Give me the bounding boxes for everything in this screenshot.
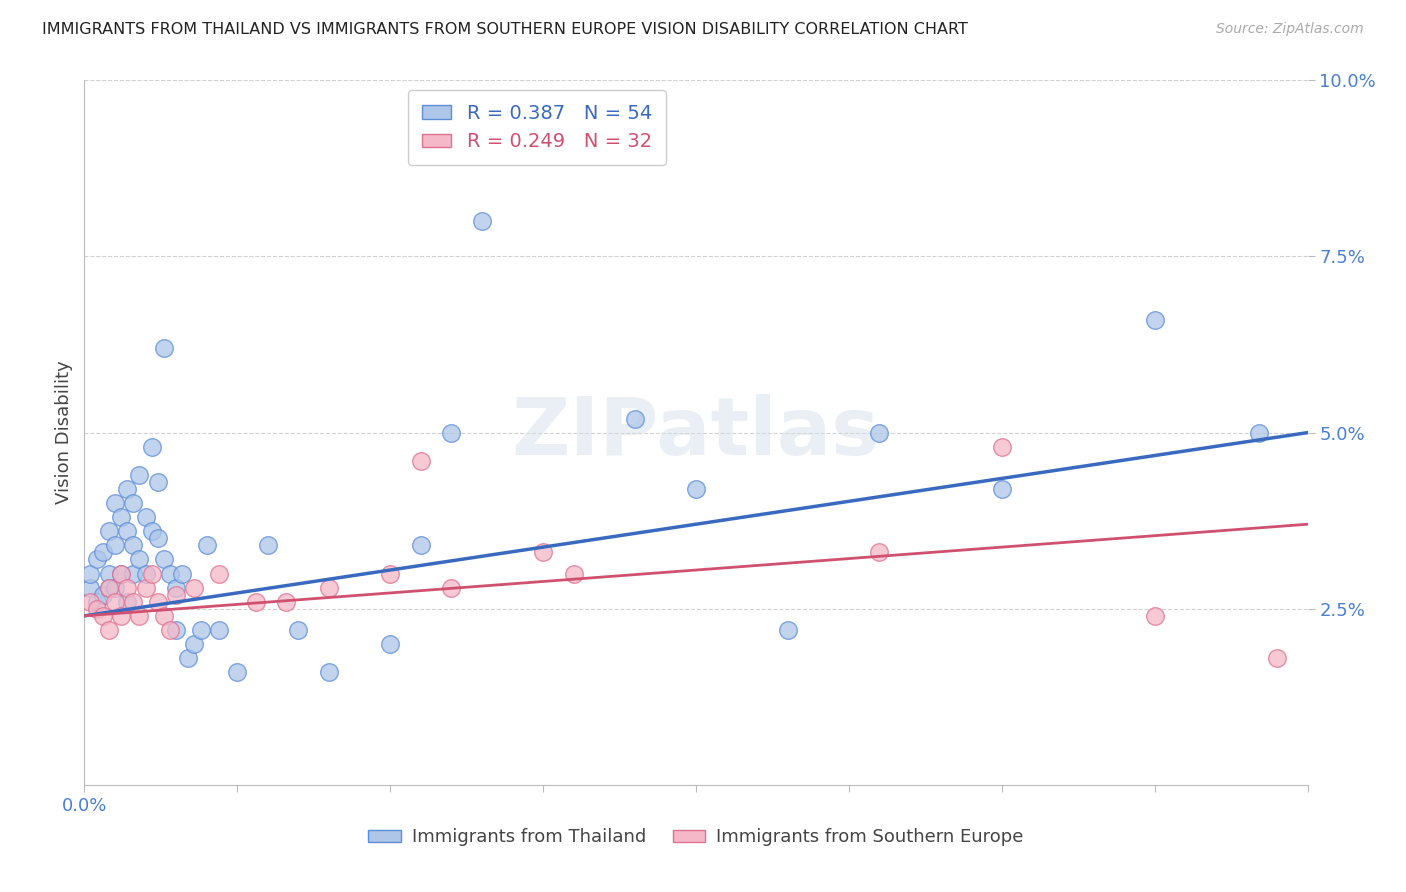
Point xyxy=(86,552,108,566)
Point xyxy=(165,623,187,637)
Text: Source: ZipAtlas.com: Source: ZipAtlas.com xyxy=(1216,22,1364,37)
Point xyxy=(1247,425,1270,440)
Point xyxy=(79,595,101,609)
Point xyxy=(110,566,132,581)
Point xyxy=(115,524,138,539)
Point xyxy=(122,538,145,552)
Point xyxy=(869,425,891,440)
Point xyxy=(146,475,169,489)
Point xyxy=(409,538,432,552)
Point xyxy=(208,623,231,637)
Point xyxy=(159,623,181,637)
Point xyxy=(135,510,157,524)
Point xyxy=(104,581,127,595)
Point xyxy=(440,425,463,440)
Point xyxy=(776,623,799,637)
Point xyxy=(141,566,163,581)
Point xyxy=(110,510,132,524)
Point xyxy=(172,566,194,581)
Point xyxy=(122,496,145,510)
Point xyxy=(115,595,138,609)
Point xyxy=(190,623,212,637)
Point xyxy=(115,482,138,496)
Point xyxy=(276,595,298,609)
Point xyxy=(624,411,647,425)
Point xyxy=(991,482,1014,496)
Point xyxy=(183,637,205,651)
Point xyxy=(471,214,494,228)
Point xyxy=(869,545,891,559)
Point xyxy=(128,552,150,566)
Point xyxy=(153,341,176,355)
Point xyxy=(245,595,267,609)
Point xyxy=(104,595,127,609)
Point xyxy=(110,566,132,581)
Point xyxy=(257,538,280,552)
Point xyxy=(531,545,554,559)
Point xyxy=(153,608,176,623)
Point xyxy=(226,665,249,680)
Text: IMMIGRANTS FROM THAILAND VS IMMIGRANTS FROM SOUTHERN EUROPE VISION DISABILITY CO: IMMIGRANTS FROM THAILAND VS IMMIGRANTS F… xyxy=(42,22,969,37)
Point xyxy=(79,581,101,595)
Point xyxy=(146,531,169,545)
Point xyxy=(380,566,402,581)
Point xyxy=(165,581,187,595)
Point xyxy=(146,595,169,609)
Point xyxy=(91,608,114,623)
Point xyxy=(318,581,340,595)
Point xyxy=(135,566,157,581)
Point xyxy=(318,665,340,680)
Point xyxy=(1265,651,1288,665)
Point xyxy=(122,595,145,609)
Point xyxy=(135,581,157,595)
Point xyxy=(409,454,432,468)
Point xyxy=(208,566,231,581)
Point xyxy=(91,588,114,602)
Point xyxy=(110,608,132,623)
Point xyxy=(97,566,120,581)
Point xyxy=(86,595,108,609)
Point xyxy=(104,538,127,552)
Point xyxy=(685,482,707,496)
Point xyxy=(97,581,120,595)
Point xyxy=(79,566,101,581)
Point xyxy=(128,608,150,623)
Point xyxy=(97,623,120,637)
Point xyxy=(86,601,108,615)
Point xyxy=(991,440,1014,454)
Point xyxy=(97,581,120,595)
Point xyxy=(440,581,463,595)
Point xyxy=(1143,313,1166,327)
Point xyxy=(122,566,145,581)
Point xyxy=(183,581,205,595)
Point xyxy=(115,581,138,595)
Point xyxy=(1143,608,1166,623)
Point xyxy=(104,496,127,510)
Y-axis label: Vision Disability: Vision Disability xyxy=(55,360,73,505)
Point xyxy=(624,144,647,158)
Point xyxy=(97,524,120,539)
Text: ZIPatlas: ZIPatlas xyxy=(512,393,880,472)
Point xyxy=(153,552,176,566)
Point xyxy=(165,588,187,602)
Point xyxy=(141,524,163,539)
Point xyxy=(159,566,181,581)
Point xyxy=(128,467,150,482)
Point xyxy=(91,545,114,559)
Point xyxy=(380,637,402,651)
Point xyxy=(287,623,309,637)
Point xyxy=(195,538,218,552)
Point xyxy=(141,440,163,454)
Point xyxy=(562,566,585,581)
Legend: Immigrants from Thailand, Immigrants from Southern Europe: Immigrants from Thailand, Immigrants fro… xyxy=(361,821,1031,854)
Point xyxy=(177,651,200,665)
